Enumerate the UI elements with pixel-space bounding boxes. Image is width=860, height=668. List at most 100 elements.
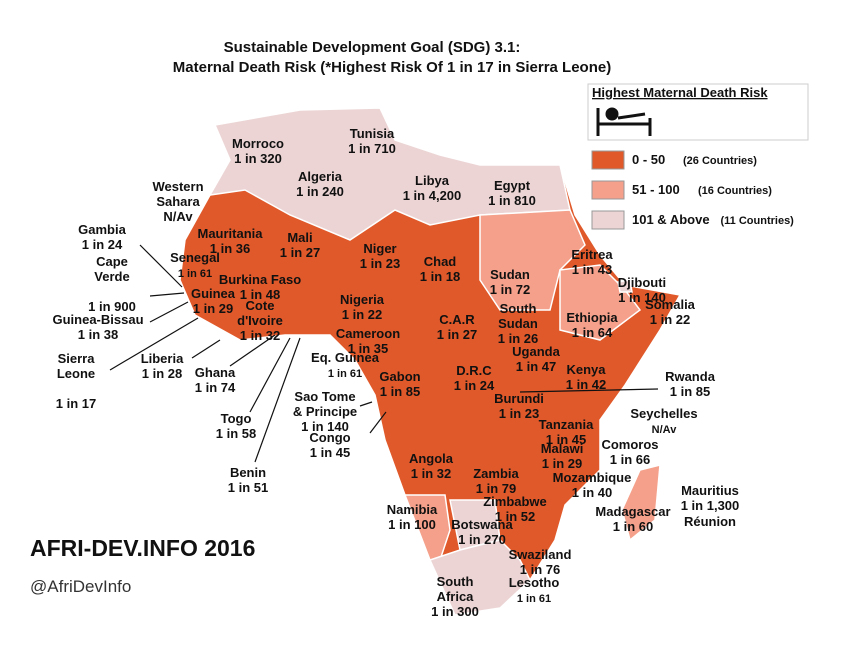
pointer xyxy=(359,401,373,407)
sudan-region xyxy=(479,209,586,311)
legend-title: Highest Maternal Death Risk xyxy=(592,85,768,100)
country-risk: 1 in 72 xyxy=(490,282,530,297)
country-name: Guinea xyxy=(191,286,236,301)
country-name: Seychelles xyxy=(630,406,697,421)
country-name: Ghana xyxy=(195,365,236,380)
country-risk: 1 in 17 xyxy=(56,396,96,411)
pointer xyxy=(191,339,221,359)
country-name: Réunion xyxy=(684,514,736,529)
country-risk: 1 in 58 xyxy=(216,426,256,441)
pointer-lines xyxy=(109,244,659,463)
country-risk: 1 in 36 xyxy=(210,241,250,256)
country-name: Nigeria xyxy=(340,292,385,307)
ethiopia-region xyxy=(559,264,642,341)
country-risk: 1 in 29 xyxy=(542,456,582,471)
country-risk: 1 in 64 xyxy=(572,325,613,340)
country-name: Western xyxy=(152,179,203,194)
country-risk: 1 in 76 xyxy=(520,562,560,577)
country-risk: 1 in 61 xyxy=(517,593,551,605)
country-risk: 1 in 900 xyxy=(88,299,136,314)
legend-icon-box xyxy=(587,83,809,141)
country-name: Congo xyxy=(309,430,350,445)
country-risk: 1 in 32 xyxy=(240,328,280,343)
country-risk: 1 in 85 xyxy=(380,384,420,399)
country-risk: 1 in 710 xyxy=(348,141,396,156)
country-risk: 1 in 18 xyxy=(420,269,460,284)
africa xyxy=(179,107,682,616)
country-name: Namibia xyxy=(387,502,438,517)
country-name: & Principe xyxy=(293,404,357,419)
country-name: C.A.R xyxy=(439,312,475,327)
country-risk: N/Av xyxy=(163,209,193,224)
djibouti-region xyxy=(617,279,633,293)
country-risk: 1 in 23 xyxy=(360,256,400,271)
country-risk: 1 in 66 xyxy=(610,452,650,467)
country-name: Cote xyxy=(246,298,275,313)
country-name: d'Ivoire xyxy=(237,313,283,328)
legend-count: (11 Countries) xyxy=(721,215,795,227)
country-risk: 1 in 140 xyxy=(301,419,349,434)
pointer xyxy=(249,337,291,413)
country-name: Botswana xyxy=(451,517,513,532)
country-risk: 1 in 24 xyxy=(454,378,495,393)
country-name: Djibouti xyxy=(618,275,666,290)
country-name: D.R.C xyxy=(456,363,492,378)
country-risk: 1 in 320 xyxy=(234,151,282,166)
country-name: Sudan xyxy=(498,316,538,331)
country-name: Burkina Faso xyxy=(219,272,301,287)
brand-handle: @AfriDevInfo xyxy=(30,577,131,596)
country-name: Cameroon xyxy=(336,326,400,341)
legend-count: (16 Countries) xyxy=(698,185,772,197)
country-name: Mauritania xyxy=(197,226,263,241)
country-name: Africa xyxy=(437,589,475,604)
country-name: Comoros xyxy=(601,437,658,452)
pointer xyxy=(139,244,183,288)
country-name: Chad xyxy=(424,254,457,269)
country-name: Rwanda xyxy=(665,369,716,384)
country-name: Libya xyxy=(415,173,450,188)
country-name: Lesotho xyxy=(509,575,560,590)
country-name: Swaziland xyxy=(509,547,572,562)
country-risk: 1 in 27 xyxy=(280,245,320,260)
country-risk: 1 in 45 xyxy=(546,432,586,447)
country-risk: 1 in 48 xyxy=(240,287,280,302)
country-risk: 1 in 51 xyxy=(228,480,268,495)
country-risk: 1 in 61 xyxy=(178,268,212,280)
country-risk: 1 in 52 xyxy=(495,509,535,524)
country-name: Uganda xyxy=(512,344,560,359)
country-name: Eq. Guinea xyxy=(311,350,380,365)
country-name: Senegal xyxy=(170,250,220,265)
pointer xyxy=(109,317,199,371)
country-risk: 1 in 32 xyxy=(411,466,451,481)
legend-swatch xyxy=(591,180,625,200)
country-risk: 1 in 1,300 xyxy=(681,498,740,513)
country-name: Verde xyxy=(94,269,129,284)
country-name: South xyxy=(500,301,537,316)
country-risk: 1 in 42 xyxy=(566,377,606,392)
country-risk: 1 in 74 xyxy=(195,380,236,395)
country-risk: 1 in 40 xyxy=(572,485,612,500)
pointer xyxy=(519,388,659,393)
country-risk: 1 in 29 xyxy=(193,301,233,316)
country-name: Zimbabwe xyxy=(483,494,547,509)
country-name: Malawi xyxy=(541,441,584,456)
country-risk: 1 in 22 xyxy=(342,307,382,322)
country-risk: 1 in 270 xyxy=(458,532,506,547)
country-name: Madagascar xyxy=(595,504,670,519)
country-name: Morroco xyxy=(232,136,284,151)
country-name: Zambia xyxy=(473,466,519,481)
country-name: Somalia xyxy=(645,297,696,312)
country-name: Algeria xyxy=(298,169,343,184)
legend-range: 101 & Above xyxy=(632,212,710,227)
country-name: Benin xyxy=(230,465,266,480)
country-name: Guinea-Bissau xyxy=(52,312,143,327)
legend-swatch xyxy=(591,210,625,230)
country-name: Angola xyxy=(409,451,454,466)
country-risk: 1 in 61 xyxy=(328,368,362,380)
country-name: Cape xyxy=(96,254,128,269)
country-name: Sao Tome xyxy=(294,389,355,404)
legend-items: 0 - 50 (26 Countries) 51 - 100 (16 Countrie… xyxy=(591,150,795,230)
south-africa-region xyxy=(428,539,531,616)
country-name: Kenya xyxy=(566,362,606,377)
